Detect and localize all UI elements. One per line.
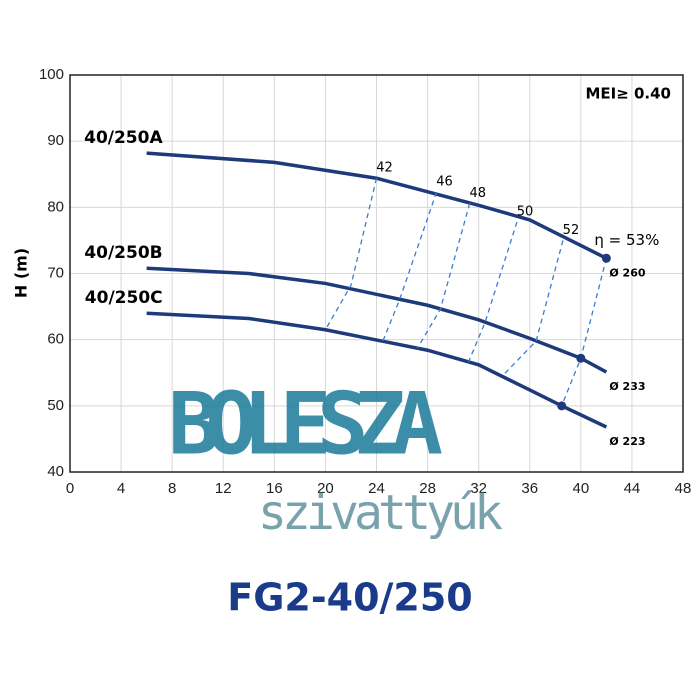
marker [557,401,567,411]
annotation: MEI≥ 0.40 [585,85,671,103]
x-tick-label: 40 [572,480,589,497]
x-tick-label: 44 [624,480,641,497]
series-line [146,311,608,429]
series-line [146,266,608,374]
x-tick-label: 48 [675,480,692,497]
y-tick-label: 80 [47,198,64,215]
series-label: 40/250C [85,288,163,308]
series-line [503,240,564,375]
chart-title: FG2-40/250 [227,576,472,620]
diameter-label: Ø 260 [609,266,645,279]
y-axis-label: H (m) [12,248,31,298]
series-label: 40/250A [84,128,163,148]
x-tick-label: 4 [117,480,125,497]
watermark: szivattyúk [258,485,503,541]
y-tick-label: 90 [47,132,64,149]
diameter-label: Ø 223 [609,435,645,448]
y-tick-label: 50 [47,397,64,414]
y-tick-label: 60 [47,331,64,348]
x-tick-label: 16 [266,480,283,497]
efficiency-label: 46 [436,175,453,190]
marker [576,353,586,363]
efficiency-label: 48 [469,186,486,201]
x-tick-label: 12 [215,480,232,497]
series-label: 40/250B [84,243,162,263]
series-line [324,178,378,331]
series-line [416,203,471,349]
efficiency-label: 52 [563,223,580,238]
efficiency-label: η = 53% [594,231,659,249]
plot-frame [69,74,684,473]
y-tick-label: 70 [47,264,64,281]
x-tick-label: 24 [368,480,385,497]
series-line [146,151,608,260]
x-tick-label: 20 [317,480,334,497]
x-tick-label: 32 [470,480,487,497]
series-line [561,258,608,407]
x-tick-label: 36 [521,480,538,497]
x-tick-label: 0 [66,480,74,497]
x-tick-label: 28 [419,480,436,497]
series-line [382,191,438,342]
watermark: BOLESZA [168,374,443,474]
diameter-label: Ø 233 [609,380,645,393]
y-tick-label: 40 [47,463,64,480]
y-tick-label: 100 [39,66,64,83]
efficiency-label: 50 [517,204,534,219]
series-line [467,221,518,363]
efficiency-label: 42 [376,161,393,176]
marker [601,253,611,263]
x-tick-label: 8 [168,480,176,497]
